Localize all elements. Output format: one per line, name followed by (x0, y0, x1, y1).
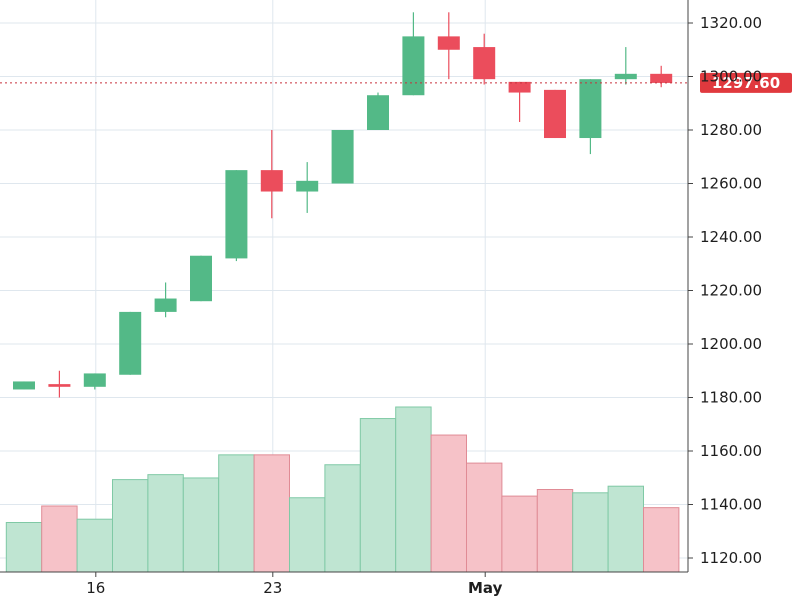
volume-bar (253, 454, 291, 573)
volume-bar (430, 434, 468, 573)
candle-layer (13, 12, 673, 398)
candle-body (650, 73, 673, 83)
candle-body (260, 170, 283, 192)
candle-body (473, 47, 496, 80)
candle-body (48, 384, 71, 387)
x-tick-label: May (468, 579, 503, 597)
x-tick-label: 16 (86, 579, 105, 597)
y-tick-label: 1160.00 (700, 442, 762, 460)
volume-bar (112, 479, 149, 573)
y-tick-label: 1280.00 (700, 121, 762, 139)
candle-body (579, 79, 602, 139)
candle-body (154, 298, 177, 312)
volume-bar (76, 518, 113, 573)
candle-body (296, 180, 319, 192)
volume-bar (324, 464, 361, 573)
volume-bar (147, 474, 184, 573)
candle-body (508, 81, 531, 93)
y-tick-label: 1240.00 (700, 228, 762, 246)
volume-bar (359, 418, 397, 573)
label-layer: 1120.00 1140.00 1160.00 1180.00 1200.00 1220.… (86, 14, 762, 597)
volume-bar (289, 497, 326, 573)
volume-bar (643, 507, 680, 573)
volume-bar (572, 492, 609, 573)
volume-bar (182, 477, 220, 573)
y-tick-label: 1180.00 (700, 389, 762, 407)
y-tick-label: 1120.00 (700, 549, 762, 567)
y-tick-label: 1220.00 (700, 282, 762, 300)
y-tick-label: 1300.00 (700, 68, 762, 86)
volume-bar (395, 406, 432, 573)
candle-body (331, 130, 354, 184)
volume-bar (536, 489, 574, 573)
x-tick-label: 23 (263, 579, 282, 597)
y-tick-label: 1200.00 (700, 335, 762, 353)
y-tick-label: 1140.00 (700, 496, 762, 514)
current-price-tag (700, 72, 792, 93)
y-tick-label: 1320.00 (700, 14, 762, 32)
volume-bar (5, 522, 43, 573)
candle-body (225, 170, 248, 259)
axis-layer (0, 0, 693, 577)
volume-bar (218, 454, 255, 573)
candle-body (402, 36, 425, 96)
candle-body (437, 36, 460, 50)
candle-body (83, 373, 106, 387)
volume-bar (41, 505, 78, 573)
candle-body (544, 89, 566, 139)
candle-body (367, 95, 389, 130)
candle-body (119, 311, 142, 375)
price-line-layer: 1297.60 (0, 72, 792, 93)
current-price-label: 1297.60 (712, 74, 780, 92)
volume-bar (501, 495, 538, 573)
volume-layer (5, 406, 680, 573)
candle-body (190, 255, 212, 302)
y-tick-label: 1260.00 (700, 175, 762, 193)
candle-body (13, 381, 35, 390)
volume-bar (466, 462, 503, 573)
volume-bar (607, 485, 644, 573)
candle-body (614, 73, 637, 80)
